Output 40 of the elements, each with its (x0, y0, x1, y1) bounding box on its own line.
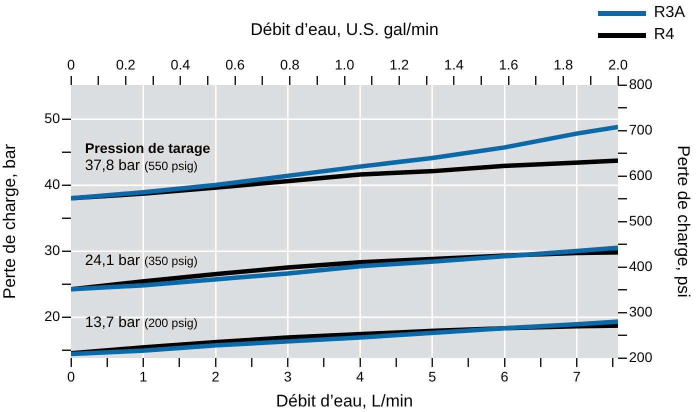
y2-tick-label: 400 (629, 258, 653, 274)
legend-label: R3A (654, 4, 685, 22)
x2-tick-label: 1.8 (554, 56, 574, 72)
y2-tick-label: 500 (629, 212, 653, 228)
y2-tick-label: 300 (629, 303, 653, 320)
x2-tick-label: 1.6 (498, 56, 519, 72)
y-axis-title: Perte de charge, bar (0, 144, 19, 299)
x-tick-label: 4 (356, 368, 364, 384)
annotation: 13,7 bar (200 psig) (85, 314, 198, 331)
x2-axis-title: Débit d’eau, U.S. gal/min (250, 20, 439, 39)
x2-tick-label: 0.8 (280, 56, 300, 72)
y-tick-label: 20 (44, 308, 60, 324)
annotation: 24,1 bar (350 psig) (85, 252, 198, 269)
y2-tick-label: 600 (629, 166, 653, 183)
x-axis-title: Débit d’eau, L/min (276, 391, 414, 410)
y-tick-label: 40 (44, 176, 60, 192)
x-tick-label: 1 (139, 368, 148, 384)
x2-tick-label: 1.2 (389, 56, 410, 72)
x2-tick-label: 0 (67, 56, 76, 72)
x-tick-label: 7 (572, 368, 581, 384)
x-tick-label: 0 (67, 368, 76, 384)
legend-label: R4 (654, 26, 674, 44)
x-tick-label: 5 (428, 368, 436, 384)
x2-tick-label: 0.2 (116, 56, 136, 72)
x-tick-label: 6 (500, 368, 509, 384)
x2-tick-label: 2.0 (608, 56, 628, 72)
y-tick-label: 50 (44, 110, 60, 126)
y2-axis-title: Perte de charge, psi (674, 145, 694, 298)
x2-tick-label: 1.4 (444, 56, 464, 72)
x2-tick-label: 0.6 (225, 56, 246, 72)
y2-tick-label: 700 (629, 121, 653, 138)
annotation: 37,8 bar (550 psig) (85, 156, 198, 174)
y2-tick-label: 800 (629, 76, 653, 92)
x2-tick-label: 1.0 (334, 56, 354, 72)
x-tick-label: 2 (212, 368, 220, 384)
y-tick-label: 30 (44, 242, 60, 258)
y2-tick-label: 200 (629, 348, 653, 365)
x-tick-label: 3 (284, 368, 292, 384)
annotation: Pression de tarage (85, 140, 210, 156)
x2-tick-label: 0.4 (170, 56, 190, 72)
